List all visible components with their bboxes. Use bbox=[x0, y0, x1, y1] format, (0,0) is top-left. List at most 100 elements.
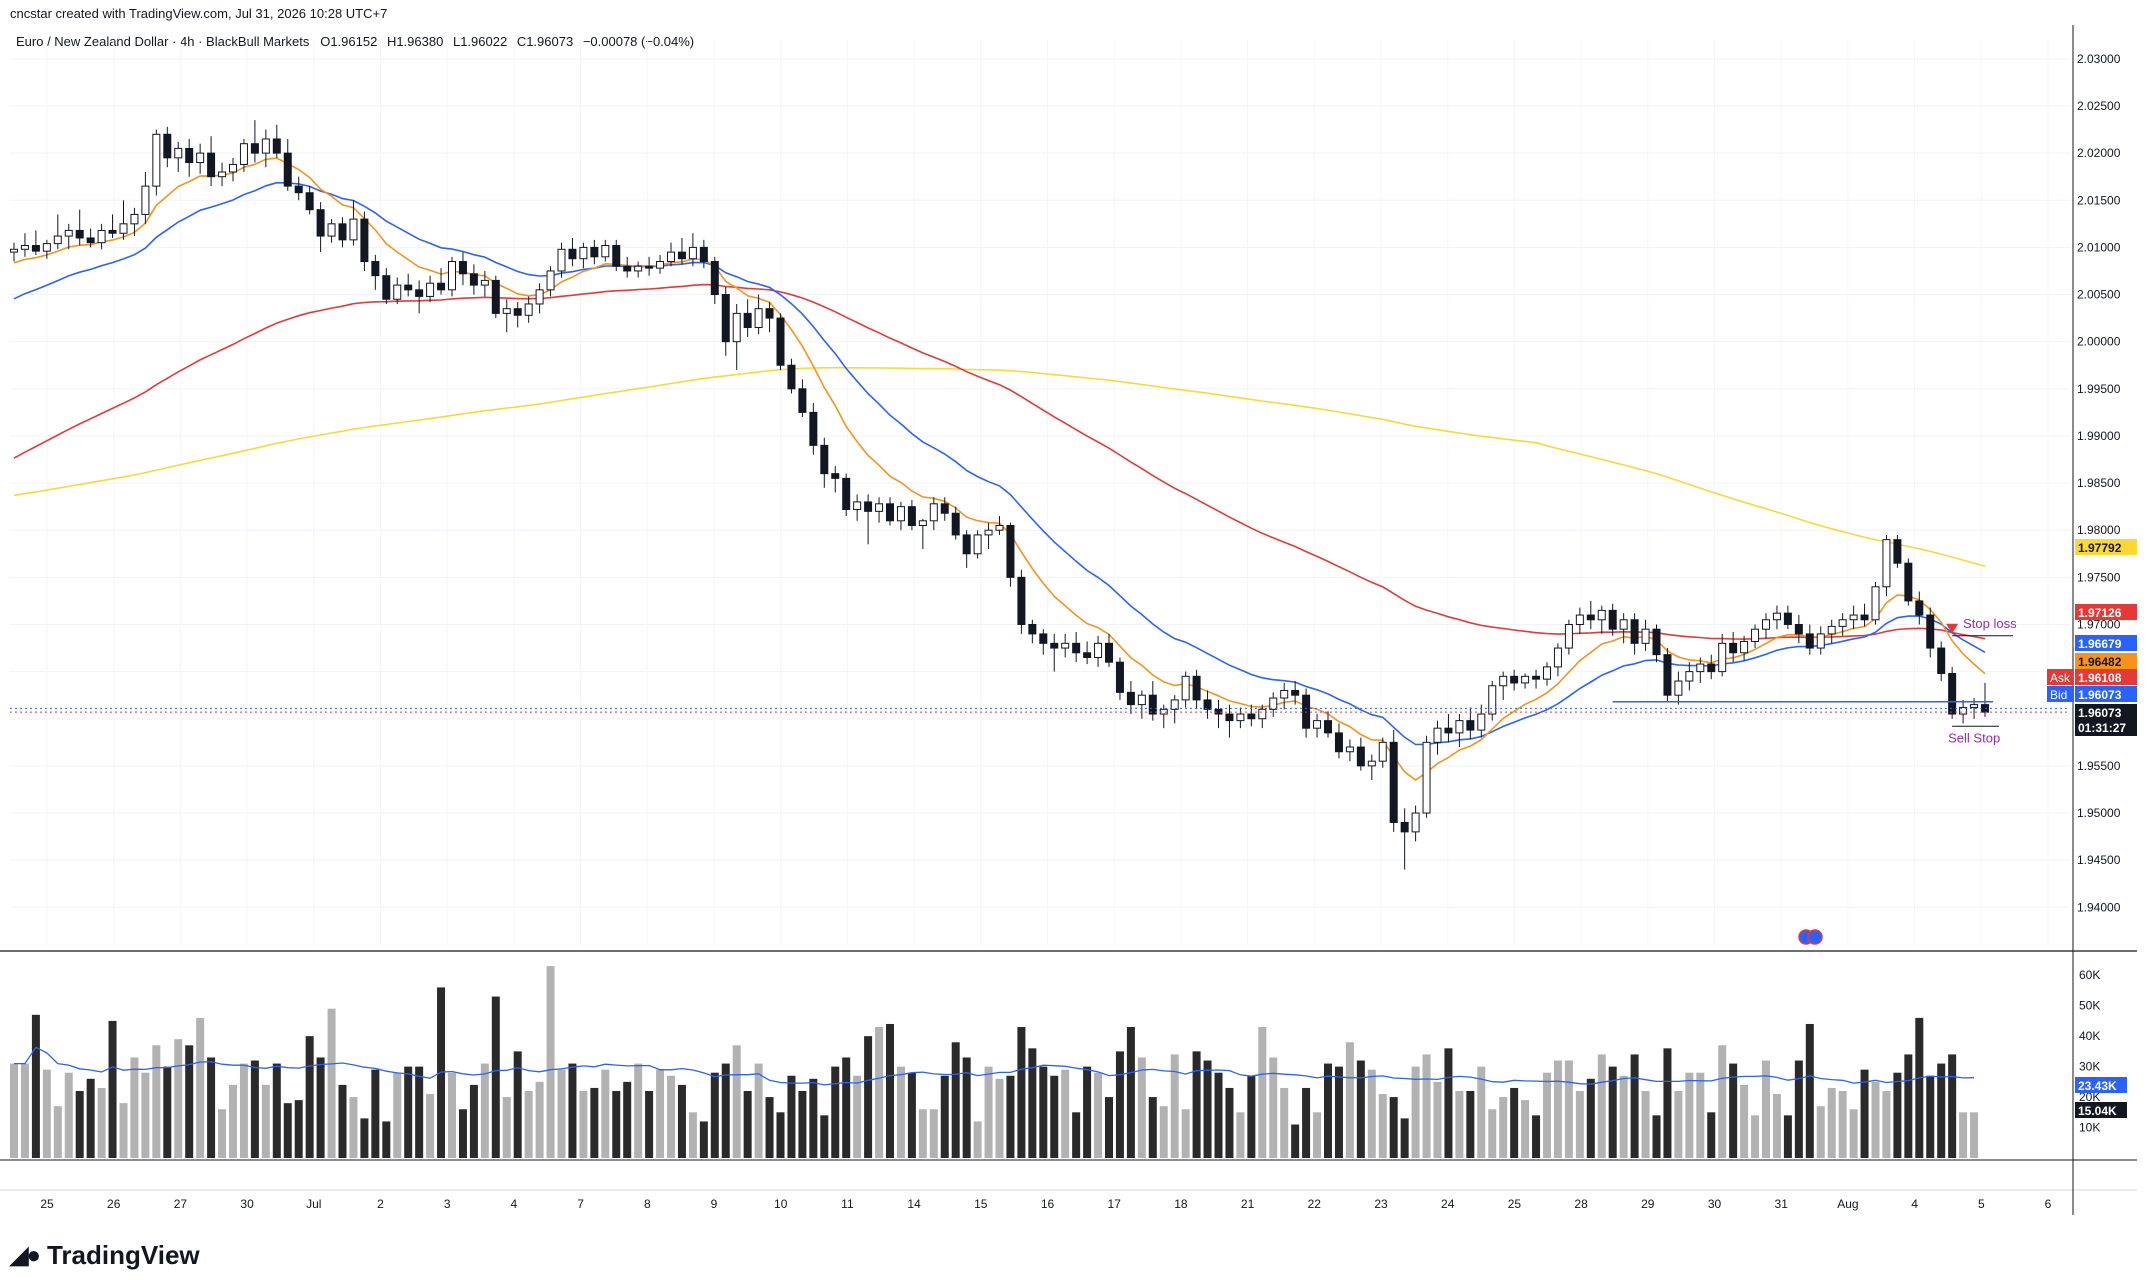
volume-bar bbox=[1827, 1087, 1836, 1158]
volume-tag-volume_ma bbox=[2075, 1077, 2127, 1093]
tradingview-brand[interactable]: ◢● TradingView bbox=[10, 1240, 200, 1271]
volume-bar bbox=[568, 1063, 577, 1158]
volume-bar bbox=[918, 1109, 927, 1158]
volume-bar bbox=[1181, 1109, 1190, 1158]
volume-bar bbox=[42, 1069, 51, 1158]
candle-down bbox=[776, 317, 785, 366]
candle-down bbox=[207, 152, 216, 178]
volume-bar bbox=[1291, 1124, 1300, 1158]
time-tick-label: Jul bbox=[306, 1197, 321, 1211]
candle-down bbox=[1926, 614, 1935, 649]
volume-bar bbox=[776, 1112, 785, 1158]
volume-bar bbox=[229, 1084, 237, 1158]
volume-bar bbox=[1214, 1072, 1223, 1158]
candle-down bbox=[1904, 562, 1913, 602]
volume-bar bbox=[1258, 1027, 1267, 1158]
volume-bar bbox=[1400, 1118, 1409, 1158]
volume-bar bbox=[1597, 1054, 1606, 1158]
time-tick-label: 4 bbox=[1911, 1197, 1918, 1211]
volume-bar bbox=[1236, 1112, 1245, 1158]
time-tick-label: 2 bbox=[377, 1197, 384, 1211]
volume-bar bbox=[1105, 1097, 1113, 1158]
volume-bar bbox=[1575, 1090, 1584, 1158]
price-tick-label: 2.02000 bbox=[2077, 146, 2121, 160]
candle-up bbox=[875, 503, 884, 512]
candle-down bbox=[1794, 623, 1803, 635]
candle-down bbox=[962, 534, 971, 555]
candle-down bbox=[305, 192, 314, 211]
price-tag-ema_mid bbox=[2075, 635, 2137, 651]
volume-bar bbox=[261, 1084, 270, 1158]
candle-down bbox=[1707, 663, 1716, 673]
volume-bar bbox=[896, 1066, 905, 1158]
volume-bar bbox=[218, 1109, 227, 1158]
candle-down bbox=[1783, 612, 1792, 625]
countdown-label: 01:31:27 bbox=[2078, 721, 2126, 735]
volume-bar bbox=[1805, 1023, 1814, 1158]
candle-down bbox=[283, 152, 292, 187]
candle-up bbox=[1553, 647, 1562, 668]
candle-down bbox=[1915, 600, 1924, 616]
volume-bar bbox=[1970, 1112, 1979, 1158]
close-value: 1.96073 bbox=[526, 34, 574, 49]
volume-bar bbox=[360, 1118, 369, 1158]
candle-down bbox=[1466, 720, 1475, 731]
volume-bar bbox=[338, 1084, 347, 1158]
volume-bar bbox=[305, 1036, 314, 1158]
volume-bar bbox=[1302, 1087, 1311, 1158]
candle-down bbox=[1225, 713, 1234, 722]
volume-bar bbox=[1488, 1109, 1497, 1158]
candle-up bbox=[601, 245, 610, 258]
open-label: O bbox=[320, 34, 331, 49]
price-tick-label: 1.95000 bbox=[2077, 806, 2121, 820]
volume-bar bbox=[842, 1057, 851, 1158]
candle-down bbox=[1444, 727, 1453, 734]
price-tick-label: 1.94000 bbox=[2077, 900, 2121, 914]
price-tag-value: 1.97792 bbox=[2078, 541, 2122, 555]
volume-bar bbox=[973, 1121, 982, 1158]
candle-down bbox=[1105, 642, 1113, 663]
volume-bar bbox=[634, 1063, 643, 1158]
candle-up bbox=[1871, 586, 1880, 621]
candle-up bbox=[1061, 642, 1070, 649]
symbol-name[interactable]: Euro / New Zealand Dollar · 4h · BlackBu… bbox=[16, 34, 310, 49]
candle-down bbox=[1017, 576, 1026, 625]
volume-bar bbox=[458, 1109, 467, 1158]
volume-bar bbox=[1247, 1075, 1256, 1158]
candle-down bbox=[809, 411, 818, 446]
candle-up bbox=[1477, 713, 1486, 731]
volume-ma-line bbox=[14, 1046, 1975, 1086]
volume-bar bbox=[97, 1087, 106, 1158]
volume-bar bbox=[765, 1097, 774, 1158]
volume-bar bbox=[1094, 1072, 1103, 1158]
volume-bar bbox=[1072, 1112, 1081, 1158]
volume-bar bbox=[1455, 1090, 1464, 1158]
candle-up bbox=[97, 229, 106, 244]
candle-down bbox=[940, 503, 949, 514]
candle-down bbox=[787, 364, 796, 390]
volume-bar bbox=[250, 1060, 259, 1158]
candle-down bbox=[1389, 741, 1398, 823]
candle-up bbox=[634, 265, 643, 272]
candle-down bbox=[699, 246, 708, 263]
volume-bar bbox=[1772, 1094, 1781, 1158]
sma-long-line bbox=[13, 366, 1986, 568]
candle-up bbox=[393, 284, 402, 300]
volume-bar bbox=[1378, 1094, 1387, 1158]
volume-bar bbox=[1729, 1063, 1738, 1158]
volume-tick-label: 60K bbox=[2079, 968, 2100, 982]
candle-down bbox=[163, 133, 172, 159]
volume-bar bbox=[699, 1121, 708, 1158]
candle-up bbox=[1488, 685, 1497, 715]
candle-down bbox=[1028, 623, 1037, 635]
candle-up bbox=[1137, 694, 1146, 706]
volume-tag-value: 23.43K bbox=[2078, 1079, 2117, 1093]
volume-bar bbox=[1477, 1066, 1486, 1158]
candle-up bbox=[349, 218, 358, 241]
volume-tick-label: 10K bbox=[2079, 1121, 2100, 1135]
volume-bar bbox=[590, 1087, 599, 1158]
change-value: −0.00078 (−0.04%) bbox=[582, 34, 695, 49]
time-tick-label: 21 bbox=[1241, 1197, 1255, 1211]
volume-bar bbox=[1564, 1060, 1573, 1158]
